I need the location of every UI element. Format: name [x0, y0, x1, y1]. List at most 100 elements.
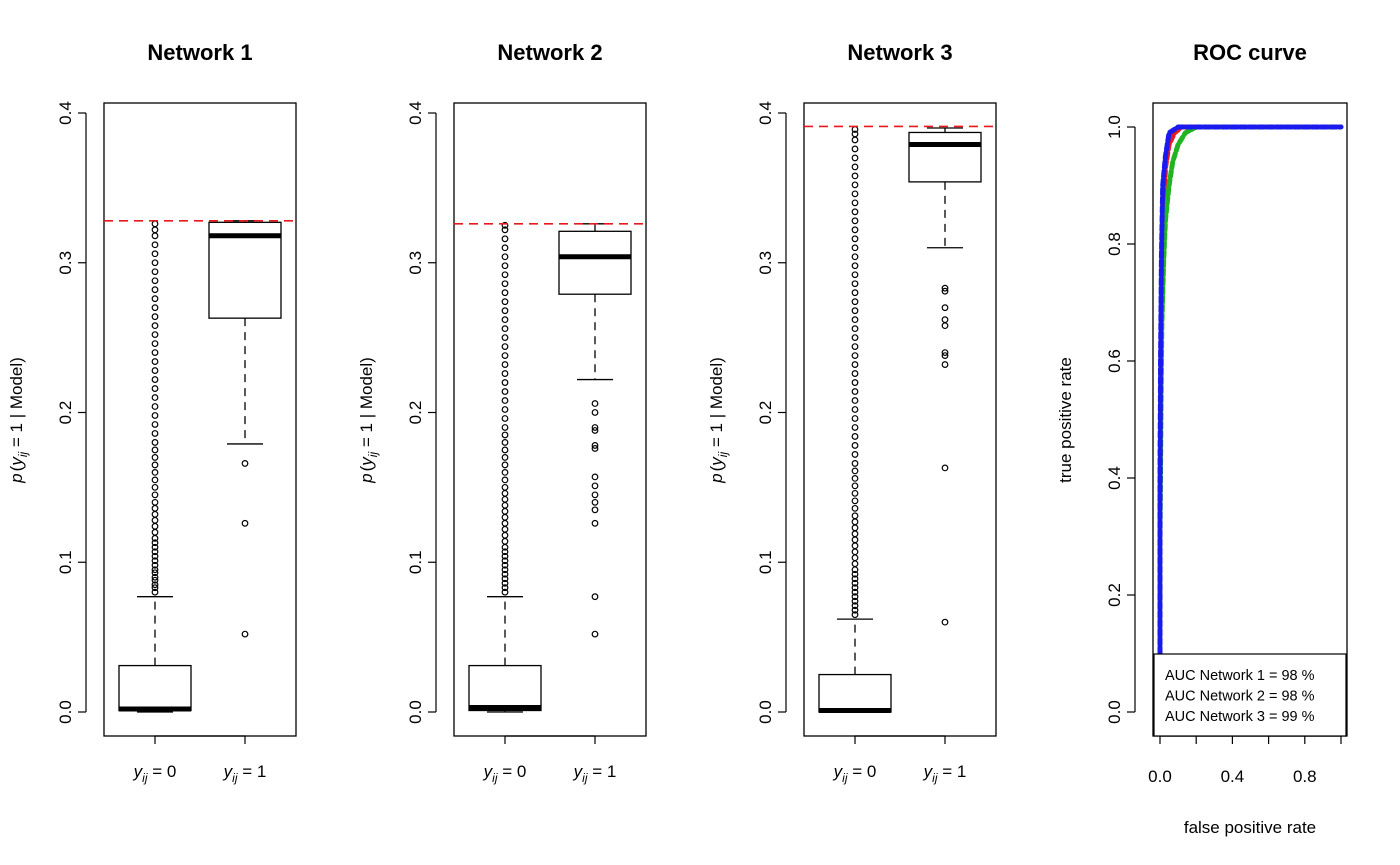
- outlier-point: [501, 519, 509, 527]
- outlier-point: [851, 271, 859, 279]
- box-y1: [558, 223, 632, 638]
- outlier-point: [851, 524, 859, 532]
- outlier-point: [501, 280, 509, 288]
- y-tick-label: 0.4: [406, 101, 425, 125]
- legend-entry: AUC Network 1 = 98 %: [1165, 668, 1315, 684]
- outlier-point: [151, 367, 159, 374]
- box-y1: [208, 220, 282, 638]
- outlier-point: [151, 566, 159, 574]
- outlier-point: [591, 482, 599, 490]
- y-tick-label: 0.0: [1105, 700, 1124, 724]
- outlier-point: [151, 569, 159, 577]
- outlier-point: [851, 280, 859, 288]
- outlier-point: [151, 241, 159, 249]
- outlier-point: [501, 495, 509, 503]
- boxplot-panel-3: Network 3 0.0 0.1 0.2 0.3 0.4 p(yij = 1 | Mode…: [707, 40, 997, 785]
- outlier-point: [151, 286, 159, 294]
- outlier-point: [851, 530, 859, 538]
- legend: AUC Network 1 = 98 % AUC Network 2 = 98 %…: [1153, 653, 1347, 737]
- outlier-point: [501, 579, 509, 587]
- outlier-point: [591, 427, 599, 434]
- x-tick-label: yij = 0: [483, 762, 527, 785]
- outlier-point: [501, 379, 509, 386]
- y-axis-label: p(yij = 1 | Model): [7, 357, 30, 484]
- roc-series-1: [1157, 124, 1344, 656]
- y-tick-label: 0.4: [756, 101, 775, 125]
- outlier-point: [501, 307, 509, 315]
- outlier-point: [151, 430, 159, 437]
- outlier-point: [501, 570, 509, 578]
- outlier-point: [851, 397, 859, 404]
- outlier-point: [501, 298, 509, 306]
- outlier-point: [151, 504, 159, 512]
- legend-entry: AUC Network 3 = 99 %: [1165, 709, 1315, 725]
- outlier-point: [151, 483, 159, 491]
- outlier-point: [501, 557, 509, 565]
- outlier-point: [151, 522, 159, 530]
- y-tick-label: 0.3: [56, 251, 75, 275]
- outlier-point: [501, 461, 509, 469]
- outlier-point: [151, 277, 159, 285]
- y-tick-label: 0.3: [756, 251, 775, 275]
- outlier-point: [851, 467, 859, 475]
- panel-title: Network 3: [847, 40, 952, 65]
- outlier-point: [591, 593, 599, 601]
- outlier-point: [151, 557, 159, 565]
- y-tick-label: 0.8: [1105, 232, 1124, 256]
- outlier-point: [851, 361, 859, 368]
- outlier-point: [851, 289, 859, 297]
- outlier-point: [851, 172, 859, 180]
- outlier-point: [851, 163, 859, 171]
- outlier-point: [851, 575, 859, 583]
- outlier-point: [151, 340, 159, 348]
- outlier-point: [851, 370, 859, 377]
- outlier-point: [501, 454, 509, 461]
- outlier-point: [851, 334, 859, 342]
- outlier-point: [591, 519, 599, 527]
- outlier-point: [851, 208, 859, 216]
- x-tick-label: yij = 1: [923, 762, 967, 785]
- y-tick-label: 0.0: [406, 700, 425, 724]
- outlier-point: [501, 289, 509, 297]
- outlier-point: [151, 376, 159, 383]
- outlier-point: [151, 510, 159, 518]
- plot-frame: [803, 102, 997, 737]
- outlier-point: [501, 370, 509, 377]
- roc-series-2: [1157, 124, 1344, 656]
- outlier-point: [851, 433, 859, 440]
- panel-title: Network 2: [497, 40, 602, 65]
- y-tick-label: 0.4: [1105, 466, 1124, 490]
- outlier-point: [591, 400, 599, 407]
- box-y0: [118, 220, 192, 713]
- outlier-point: [851, 442, 859, 449]
- y-axis-label: true positive rate: [1056, 357, 1075, 483]
- y-tick-label: 0.2: [756, 401, 775, 425]
- outlier-point: [501, 352, 509, 359]
- outlier-point: [501, 325, 509, 333]
- outlier-point: [851, 570, 859, 578]
- outlier-point: [851, 262, 859, 270]
- outlier-point: [501, 575, 509, 583]
- outlier-point: [151, 226, 159, 234]
- box-y0: [468, 221, 542, 713]
- y-tick-label: 0.0: [56, 700, 75, 724]
- outlier-point: [501, 361, 509, 368]
- outlier-point: [591, 442, 599, 449]
- legend-box: [1153, 653, 1347, 737]
- outlier-point: [501, 552, 509, 560]
- outlier-point: [851, 244, 859, 252]
- x-tick-label: yij = 0: [133, 762, 177, 785]
- outlier-point: [151, 259, 159, 267]
- outlier-point: [941, 287, 949, 295]
- outlier-point: [151, 250, 159, 258]
- y-tick-label: 0.3: [406, 251, 425, 275]
- outlier-point: [151, 268, 159, 276]
- outlier-point: [851, 235, 859, 243]
- box-iqr: [118, 664, 192, 712]
- outlier-point: [851, 190, 859, 198]
- outlier-point: [851, 579, 859, 587]
- outlier-point: [851, 298, 859, 306]
- outlier-point: [501, 513, 509, 521]
- outlier-point: [151, 584, 159, 592]
